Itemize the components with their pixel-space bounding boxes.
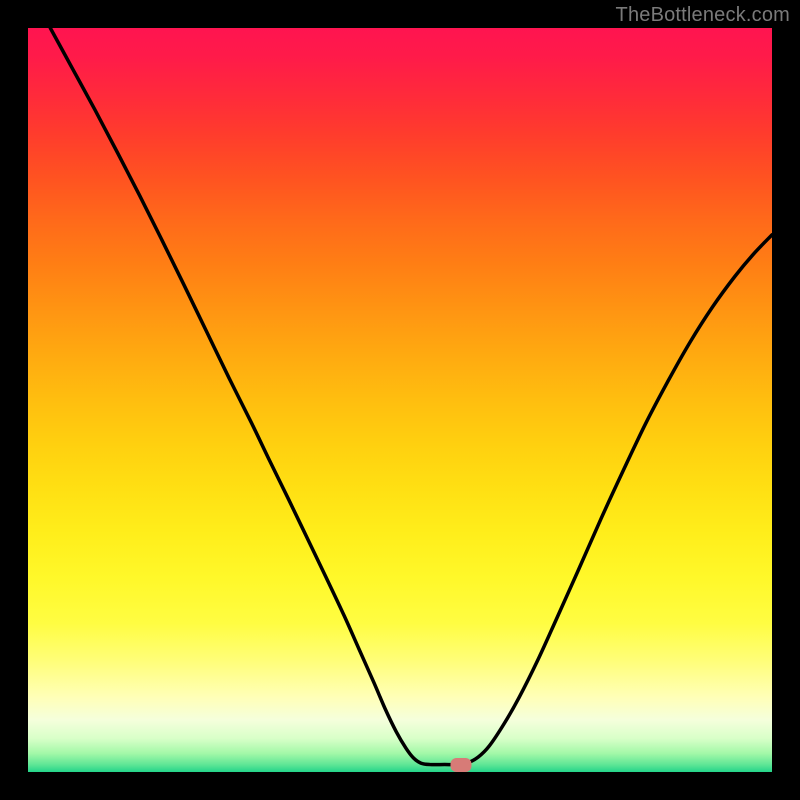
- chart-frame: TheBottleneck.com: [0, 0, 800, 800]
- bottleneck-curve-svg: [28, 28, 772, 772]
- plot-area: [28, 28, 772, 772]
- watermark-text: TheBottleneck.com: [616, 4, 790, 27]
- optimum-marker: [451, 758, 472, 772]
- bottleneck-curve-path: [50, 28, 772, 765]
